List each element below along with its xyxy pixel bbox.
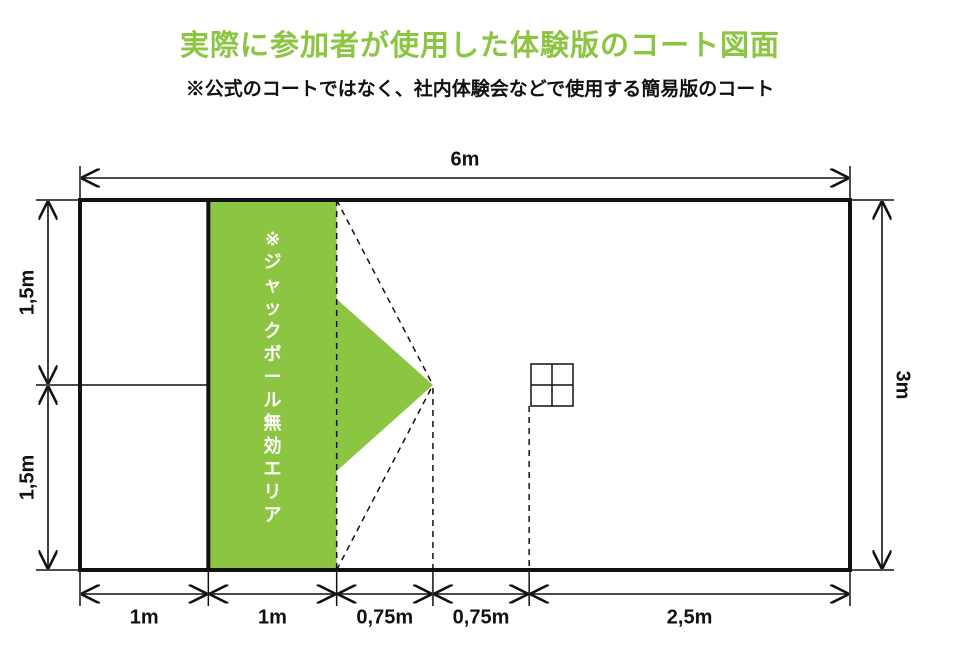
dim-bottom-4-label: 2,5m bbox=[667, 606, 713, 628]
invalid-area-label-char-2: ャ bbox=[263, 275, 281, 295]
invalid-area-label-char-5: ボ bbox=[263, 344, 281, 364]
invalid-area-label-char-3: ッ bbox=[263, 298, 281, 318]
dim-bottom-2-label: 0,75m bbox=[356, 606, 413, 628]
invalid-area-label-char-10: エ bbox=[263, 459, 281, 479]
invalid-area-label-char-8: 無 bbox=[263, 412, 281, 433]
invalid-area-label-char-11: リ bbox=[263, 482, 281, 502]
dim-bottom-0-label: 1m bbox=[130, 606, 159, 628]
invalid-area-label-char-7: ル bbox=[263, 390, 281, 410]
invalid-area-label-char-6: ー bbox=[263, 367, 281, 387]
dim-left-upper-label: 1,5m bbox=[16, 270, 38, 316]
dim-right-3m-label: 3m bbox=[892, 371, 914, 400]
page: 実際に参加者が使用した体験版のコート図面 ※公式のコートではなく、社内体験会など… bbox=[0, 0, 960, 670]
dim-top-6m-label: 6m bbox=[451, 148, 480, 170]
invalid-area bbox=[208, 200, 433, 570]
invalid-area-label-char-0: ※ bbox=[265, 229, 280, 249]
dim-left-lower-label: 1,5m bbox=[16, 455, 38, 501]
dim-bottom-1-label: 1m bbox=[258, 606, 287, 628]
court-diagram: 6m 1,5m 1,5m 3m 1m 1m 0,75m 0,75m 2,5m ※ ジャックボール無効… bbox=[0, 0, 960, 670]
dim-bottom-3-label: 0,75m bbox=[453, 606, 510, 628]
invalid-area-label-char-4: ク bbox=[263, 321, 281, 341]
invalid-area-label-char-9: 効 bbox=[263, 435, 281, 456]
invalid-area-label-char-1: ジ bbox=[263, 252, 281, 272]
invalid-area-label-char-12: ア bbox=[263, 505, 281, 525]
